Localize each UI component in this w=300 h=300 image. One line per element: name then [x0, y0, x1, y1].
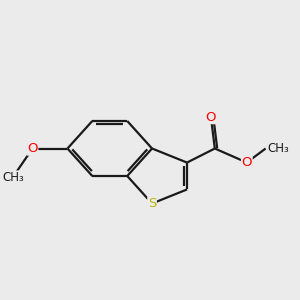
Text: O: O — [206, 111, 216, 124]
Text: O: O — [27, 142, 38, 155]
Text: O: O — [242, 156, 252, 169]
Text: CH₃: CH₃ — [267, 142, 289, 155]
Text: CH₃: CH₃ — [3, 171, 25, 184]
Text: S: S — [148, 197, 156, 210]
